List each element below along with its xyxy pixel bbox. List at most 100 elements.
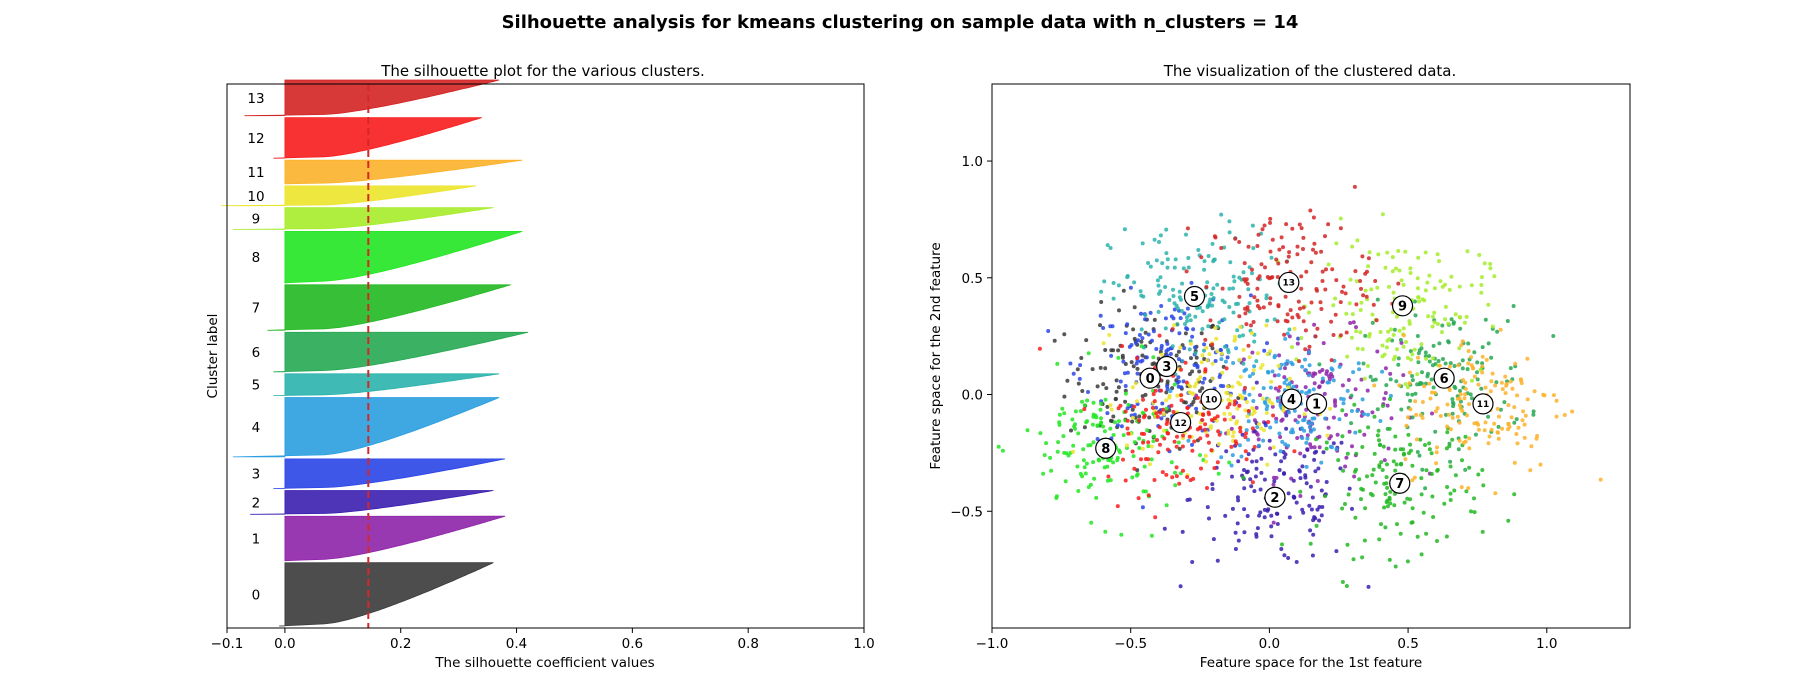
- scatter-point: [1137, 436, 1142, 441]
- scatter-point: [1287, 381, 1292, 386]
- scatter-point: [1165, 257, 1170, 262]
- scatter-point: [1231, 274, 1236, 279]
- scatter-point: [1082, 403, 1087, 408]
- scatter-point: [1210, 487, 1215, 491]
- scatter-point: [1111, 281, 1116, 285]
- scatter-point: [1275, 396, 1280, 401]
- scatter-point: [1278, 435, 1283, 439]
- scatter-point: [1252, 295, 1257, 300]
- scatter-point: [1116, 355, 1121, 360]
- scatter-point: [1263, 423, 1268, 428]
- silhouette-cluster-9: [232, 207, 494, 230]
- scatter-point: [1345, 542, 1350, 547]
- scatter-point: [1391, 357, 1396, 362]
- scatter-point: [1382, 396, 1387, 401]
- scatter-point: [1123, 478, 1128, 483]
- scatter-point: [1359, 286, 1363, 291]
- scatter-point: [1320, 279, 1325, 283]
- scatter-point: [1313, 250, 1318, 255]
- scatter-point: [1188, 318, 1193, 323]
- scatter-point: [1125, 370, 1130, 375]
- scatter-point: [1241, 357, 1246, 362]
- scatter-point: [1296, 299, 1301, 304]
- scatter-point: [1240, 432, 1245, 437]
- scatter-point: [1123, 399, 1128, 404]
- scatter-point: [1303, 385, 1308, 390]
- scatter-point: [1392, 503, 1397, 508]
- scatter-point: [1061, 434, 1066, 439]
- scatter-point: [1105, 243, 1110, 248]
- scatter-point: [1393, 434, 1398, 439]
- scatter-point: [1298, 451, 1303, 456]
- cluster-center-marker: [1433, 367, 1455, 389]
- scatter-point: [1424, 468, 1429, 473]
- scatter-point: [1427, 441, 1432, 446]
- scatter-point: [1277, 385, 1282, 390]
- scatter-point: [1219, 357, 1224, 362]
- scatter-point: [1267, 399, 1272, 404]
- scatter-point: [1355, 238, 1360, 243]
- scatter-point: [1448, 498, 1453, 502]
- scatter-point: [1493, 491, 1498, 496]
- scatter-point: [1383, 525, 1388, 530]
- scatter-point: [1394, 379, 1399, 384]
- scatter-point: [1385, 462, 1389, 467]
- scatter-point: [1090, 422, 1095, 427]
- scatter-point: [1355, 409, 1360, 413]
- scatter-point: [1224, 366, 1229, 371]
- scatter-point: [1194, 406, 1199, 411]
- cluster-center-marker: [1095, 437, 1117, 459]
- scatter-point: [1479, 386, 1484, 391]
- scatter-point: [1297, 359, 1301, 364]
- scatter-point: [1380, 369, 1385, 374]
- scatter-point: [1196, 248, 1201, 252]
- scatter-point: [1299, 226, 1304, 231]
- scatter-point: [1222, 317, 1227, 322]
- scatter-point: [1290, 315, 1295, 320]
- cluster-center-label: 0: [1146, 372, 1155, 387]
- scatter-point: [1403, 457, 1408, 462]
- scatter-point: [1377, 438, 1381, 443]
- scatter-point: [1352, 184, 1357, 189]
- scatter-point: [1257, 274, 1262, 279]
- scatter-point: [1099, 289, 1104, 294]
- scatter-point: [1295, 341, 1300, 346]
- scatter-point: [1388, 393, 1393, 398]
- scatter-point: [1463, 380, 1468, 385]
- scatter-point: [1469, 283, 1474, 288]
- scatter-point: [1405, 392, 1410, 397]
- scatter-point: [1360, 555, 1365, 560]
- x-tick-label: 1.0: [1536, 636, 1557, 652]
- scatter-point: [1398, 338, 1403, 342]
- scatter-point: [1237, 294, 1242, 299]
- scatter-point: [1315, 326, 1320, 331]
- scatter-point: [1372, 414, 1377, 419]
- scatter-point: [1237, 403, 1242, 408]
- scatter-point: [1140, 353, 1145, 358]
- scatter-point: [1447, 388, 1452, 392]
- scatter-point: [1081, 458, 1086, 463]
- scatter-point: [1219, 246, 1224, 250]
- scatter-point: [1285, 331, 1290, 336]
- scatter-point: [1361, 361, 1366, 366]
- scatter-point: [1316, 466, 1321, 471]
- scatter-point: [1297, 469, 1302, 474]
- scatter-point: [1158, 289, 1163, 294]
- scatter-point: [1357, 429, 1362, 434]
- scatter-point: [1341, 401, 1346, 406]
- silhouette-cluster-4: [232, 397, 500, 458]
- scatter-point: [1419, 476, 1424, 481]
- cluster-label: 7: [252, 301, 261, 317]
- scatter-point: [1152, 237, 1157, 242]
- scatter-point: [1251, 246, 1256, 251]
- scatter-point: [1164, 398, 1169, 403]
- scatter-point: [1390, 269, 1395, 274]
- scatter-point: [1142, 464, 1147, 469]
- scatter-point: [1132, 336, 1137, 341]
- scatter-point: [1228, 417, 1233, 422]
- scatter-point: [1185, 498, 1190, 502]
- scatter-point: [1459, 485, 1464, 490]
- scatter-point: [1358, 330, 1363, 335]
- scatter-point: [1483, 385, 1488, 390]
- scatter-point: [1450, 397, 1455, 402]
